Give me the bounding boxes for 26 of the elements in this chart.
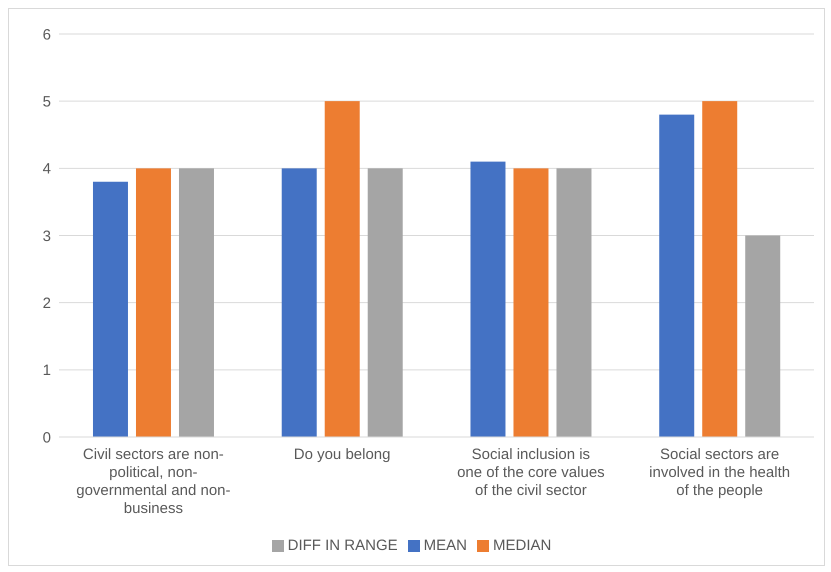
- y-tick-label: 4: [42, 160, 51, 178]
- x-tick-label: Do you belong: [294, 446, 390, 463]
- legend-label: MEAN: [424, 537, 467, 554]
- y-tick-label: 2: [42, 294, 51, 312]
- x-tick-label: Social sectors are involved in the health of the people: [649, 446, 790, 499]
- legend-label: DIFF IN RANGE: [288, 537, 398, 554]
- x-tick-label: Civil sectors are non-political, non-governmental and non-business: [76, 446, 231, 517]
- bar: [136, 168, 171, 437]
- x-tick-label: Social inclusion is one of the core values of the civil sector: [457, 446, 605, 499]
- y-tick-label: 3: [42, 228, 51, 245]
- bar: [282, 168, 317, 437]
- bar: [470, 162, 506, 437]
- y-tick-label: 6: [42, 26, 51, 44]
- y-tick-label: 0: [42, 429, 51, 446]
- bar: [324, 101, 360, 437]
- bar: [368, 168, 403, 437]
- y-tick-label: 5: [42, 93, 51, 110]
- bar: [556, 168, 592, 437]
- bar: [702, 101, 738, 437]
- bar: [745, 236, 780, 437]
- legend-label: MEDIAN: [493, 537, 552, 554]
- bar: [178, 168, 214, 437]
- y-tick-label: 1: [42, 362, 51, 380]
- bar: [92, 182, 128, 437]
- bar: [659, 114, 694, 437]
- bar: [513, 168, 548, 437]
